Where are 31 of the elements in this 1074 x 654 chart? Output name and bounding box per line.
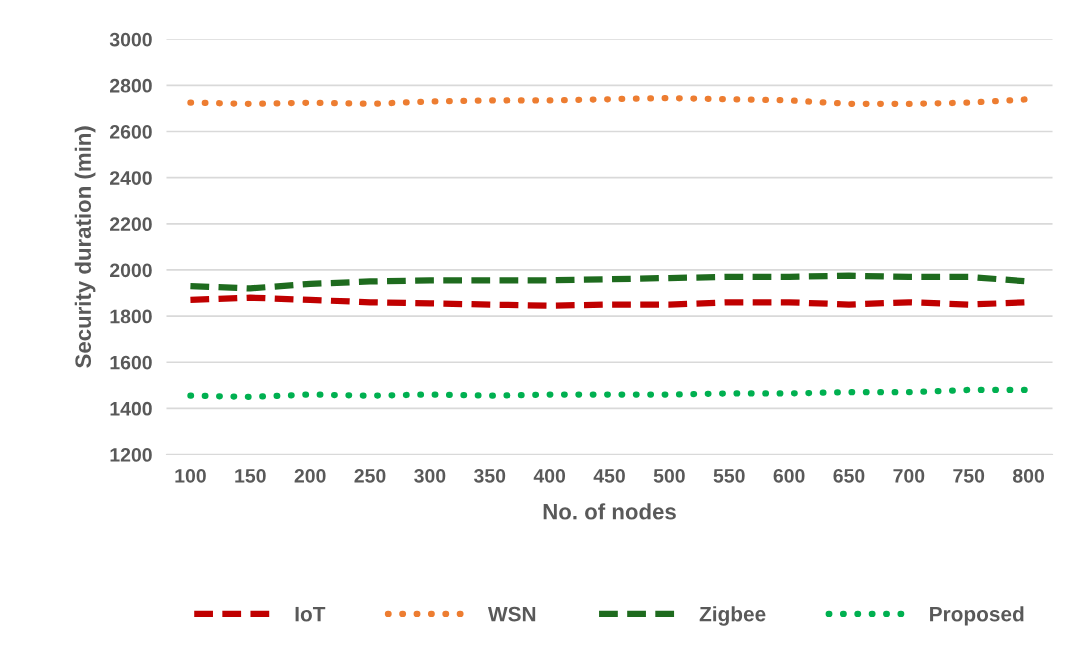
y-axis-title: Security duration (min) — [74, 126, 96, 368]
x-tick-label: 450 — [593, 468, 625, 483]
x-tick-label: 150 — [235, 468, 266, 483]
legend-label: WSN — [487, 606, 536, 622]
x-tick-label: 700 — [893, 468, 925, 483]
y-tick-label: 1200 — [110, 448, 152, 462]
x-tick-label: 400 — [533, 468, 566, 483]
x-tick-label: 250 — [354, 468, 386, 483]
x-tick-label: 300 — [414, 468, 446, 483]
x-tick-label: 350 — [473, 468, 506, 483]
x-tick-label: 550 — [713, 468, 745, 483]
x-tick-label: 100 — [175, 468, 206, 483]
x-tick-label: 200 — [294, 468, 326, 483]
x-axis-title: No. of nodes — [543, 503, 676, 520]
x-tick-label: 650 — [833, 468, 865, 483]
y-tick-label: 1400 — [110, 401, 152, 416]
y-tick-label: 1600 — [110, 355, 152, 370]
x-tick-label: 500 — [653, 468, 685, 483]
y-tick-label: 2800 — [110, 78, 152, 93]
x-tick-label: 750 — [953, 468, 985, 483]
y-tick-label: 1800 — [110, 309, 152, 324]
y-tick-label: 2600 — [110, 124, 152, 139]
x-tick-label: 600 — [773, 468, 805, 483]
legend-label: Zigbee — [699, 606, 766, 626]
legend-label: IoT — [295, 606, 326, 622]
y-tick-label: 2000 — [110, 263, 152, 278]
y-tick-label: 2200 — [110, 217, 152, 232]
x-tick-label: 800 — [1012, 468, 1044, 483]
y-tick-label: 2400 — [110, 171, 152, 185]
legend-label: Proposed — [930, 606, 1024, 626]
y-tick-label: 3000 — [109, 32, 152, 47]
